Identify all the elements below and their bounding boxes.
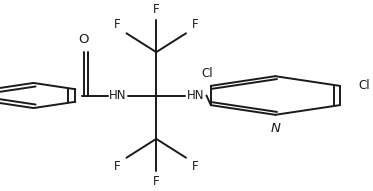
Text: O: O <box>78 33 89 46</box>
Text: F: F <box>192 160 198 173</box>
Text: F: F <box>153 3 160 16</box>
Text: Cl: Cl <box>201 67 213 80</box>
Text: F: F <box>192 18 198 31</box>
Text: N: N <box>270 122 280 135</box>
Text: HN: HN <box>109 89 126 102</box>
Text: F: F <box>114 160 121 173</box>
Text: F: F <box>153 175 160 188</box>
Text: F: F <box>114 18 121 31</box>
Text: HN: HN <box>186 89 204 102</box>
Text: Cl: Cl <box>358 79 370 92</box>
